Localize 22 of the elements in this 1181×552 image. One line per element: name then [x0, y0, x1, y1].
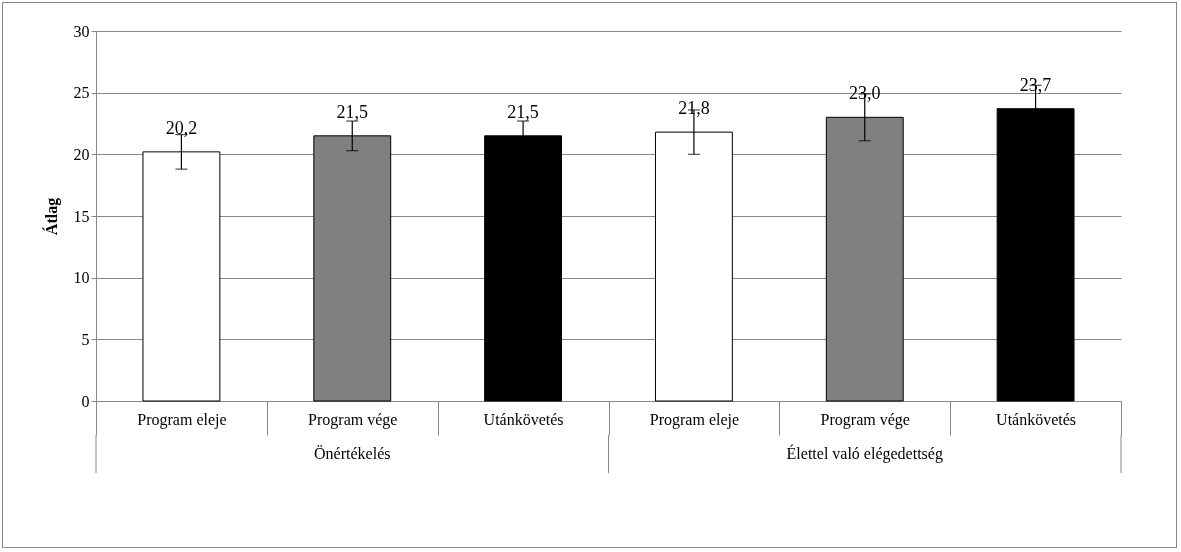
text: Élettel való elégedettség [786, 444, 943, 463]
data-label: 23,0 [849, 83, 881, 104]
y-tick-label: 15 [73, 207, 90, 225]
x-tick-label: Program eleje [137, 410, 227, 429]
text: Önértékelés [314, 445, 391, 462]
y-tick-label: 0 [81, 392, 90, 410]
y-tick-label: 10 [73, 269, 90, 287]
y-tick-label: 25 [73, 84, 90, 102]
data-label: 23,7 [1019, 74, 1052, 95]
data-label: 21,5 [507, 101, 539, 122]
x-tick-label: Program vége [308, 410, 398, 429]
y-tick-label: 30 [73, 22, 90, 40]
x-tick-label: Program vége [820, 410, 910, 429]
data-label: 20,2 [165, 117, 198, 138]
data-label: 21,5 [336, 101, 368, 122]
x-tick-label: Utánkövetés [996, 410, 1077, 428]
x-tick-label: Utánkövetés [483, 410, 564, 428]
data-label: 21,8 [678, 98, 710, 119]
y-tick-label: 5 [81, 330, 90, 348]
y-axis-title: Átlag [41, 197, 61, 236]
x-tick-label: Program eleje [649, 410, 740, 429]
y-tick-label: 20 [73, 145, 90, 163]
